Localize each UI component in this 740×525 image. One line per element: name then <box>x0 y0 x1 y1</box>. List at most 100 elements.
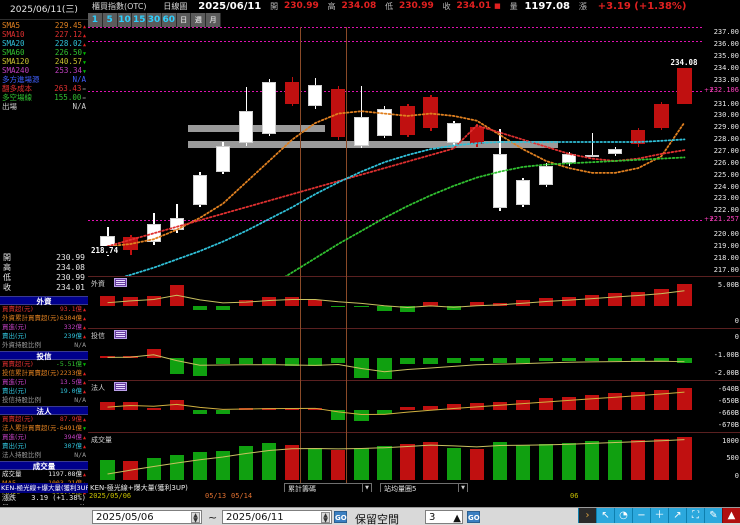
keep-space-input[interactable]: 3 ▲▼ <box>425 510 463 524</box>
ma-line <box>106 110 686 248</box>
subpanel-axis-3: 1000 500 0 <box>704 433 740 483</box>
panel-row: 投信累計買賣超(元) 2233億 <box>0 369 88 378</box>
date-tick-1: 05/13 <box>205 492 227 500</box>
timeframe-週[interactable]: 週 <box>191 13 207 27</box>
cursor-icon[interactable]: ↖ <box>596 508 614 523</box>
ma-name: SMA120 <box>2 57 30 66</box>
price-tick: 219.00 <box>713 241 739 250</box>
panel-row: 成交量 1197.08億 <box>0 470 88 479</box>
subpanel-ma-line <box>107 439 685 475</box>
timeframe-15[interactable]: 15 <box>132 13 148 27</box>
expand-icon[interactable]: › <box>578 508 596 523</box>
subpanel-bar <box>515 299 531 306</box>
subpanel-bar <box>238 357 254 365</box>
subpanel-bar <box>192 357 207 377</box>
subpanel-bar <box>585 295 600 306</box>
ma-name: SMA5 <box>2 21 21 30</box>
vol-label: 量 <box>509 2 518 11</box>
pencil-icon[interactable]: ✎ <box>704 508 722 523</box>
timeframe-30[interactable]: 30 <box>147 13 162 27</box>
subpanel-bar <box>261 443 277 480</box>
panel-row-value: 19.0億 <box>60 387 86 396</box>
panel-row-value: N/A <box>74 451 86 459</box>
subpanel-bar <box>515 357 531 363</box>
subpanel-bar <box>515 399 531 410</box>
period-label: 日線圖 <box>163 2 188 11</box>
subpanel-bar <box>331 409 346 421</box>
trend-icon[interactable]: ↗ <box>668 508 686 523</box>
ma-name: 多方進場源 <box>2 75 40 84</box>
panel-row-key: 賣出(元) <box>2 442 27 450</box>
plus-icon[interactable]: ＋ <box>650 508 668 523</box>
subpanel-bar <box>654 390 669 410</box>
ma-name: SMA60 <box>2 48 25 57</box>
panel-row-key: 成交量 <box>2 470 22 478</box>
minus-icon[interactable]: − <box>632 508 650 523</box>
subpanel-bar <box>608 357 623 361</box>
horizontal-level-line-top <box>88 41 704 43</box>
price-tick: 233.00 <box>713 75 739 84</box>
go-button[interactable]: GO <box>334 511 347 523</box>
chevron-down-icon-2[interactable]: ▼ <box>458 484 467 492</box>
chart-canvas[interactable]: 237.00 236.00 235.00 234.00 233.00 232.106 ++ 2… <box>88 27 740 483</box>
cursor-line-2[interactable] <box>346 27 347 483</box>
date-from-field[interactable]: 2025/05/06 ▲ ▼ <box>92 510 202 524</box>
ohlc-row-收: 收 234.01 <box>0 283 88 293</box>
timeframe-1[interactable]: 1 <box>88 13 103 27</box>
subpanel-bar <box>169 454 184 480</box>
subpanel-bar <box>631 439 646 480</box>
date-to-field[interactable]: 2025/06/11 ▲ ▼ <box>222 510 332 524</box>
ohlc-row-開: 開 230.99 <box>0 253 88 263</box>
subpanel-bar <box>538 357 554 361</box>
panel-row: 賣出(元) 239億 <box>0 332 88 341</box>
subpanel-bar <box>285 297 300 306</box>
price-tick: 231.00 <box>713 99 739 108</box>
subpanel-bar <box>446 305 461 311</box>
open-value: 230.99 <box>284 1 319 11</box>
ma-row-SMA10: SMA10 227.12 <box>0 30 88 39</box>
fullscreen-icon[interactable]: ⛶ <box>686 508 704 523</box>
subpanel-label-外資: 外資 <box>91 280 105 288</box>
price-tick: 226.00 <box>713 158 739 167</box>
panel-title: 法人 <box>0 406 88 416</box>
subpanel-bar <box>423 357 438 365</box>
chevron-down-icon[interactable]: ▼ <box>362 484 371 492</box>
subpanel-bar <box>377 305 392 312</box>
date-to-stepper[interactable]: ▲ ▼ <box>321 512 330 524</box>
price-tick: 232.106 <box>709 86 739 95</box>
quote-header: 櫃買指數(OTC) 日線圖 2025/06/11 開 230.99 高 234.… <box>88 0 740 13</box>
go-button-2[interactable]: GO <box>467 511 480 523</box>
subpanel-label-成交量: 成交量 <box>91 436 112 444</box>
timeframe-60[interactable]: 60 <box>161 13 177 27</box>
ma-line <box>106 124 686 248</box>
price-tick: 235.00 <box>713 52 739 61</box>
timeframe-月[interactable]: 月 <box>206 13 222 27</box>
subpanel-tick: 500 <box>726 454 739 462</box>
alarm-icon[interactable]: ▲ <box>722 508 740 523</box>
start-date-label: 2025/05/06 <box>89 492 132 500</box>
timeframe-5[interactable]: 5 <box>102 13 118 27</box>
subpanel-bar <box>331 449 346 480</box>
tool-icon-bar: › ↖ ◔ − ＋ ↗ ⛶ ✎ ▲ <box>578 508 740 523</box>
panel-row-value: 93.1億 <box>60 305 86 314</box>
subpanel-bar <box>100 401 115 410</box>
quote-date: 2025/06/11 <box>198 1 262 12</box>
clock-icon[interactable]: ◔ <box>614 508 632 523</box>
candle-body <box>285 81 300 105</box>
chart-pane-1: 5.00B 0 外資 <box>88 276 740 328</box>
subpanel-label-投信: 投信 <box>91 332 105 340</box>
panel-row-key: 買賣超(元) <box>2 360 34 368</box>
keep-space-stepper[interactable]: ▲▼ <box>453 513 461 524</box>
subpanel-bar <box>585 441 600 480</box>
subpanel-bar <box>654 438 669 480</box>
date-from-stepper[interactable]: ▲ ▼ <box>191 512 200 524</box>
timeframe-日[interactable]: 日 <box>176 13 192 27</box>
cursor-line-1[interactable] <box>300 27 301 483</box>
timeframe-10[interactable]: 10 <box>117 13 133 27</box>
ma-value: 240.57 <box>55 57 86 66</box>
ma-value: 263.43 <box>54 84 86 93</box>
panel-row-value: -5.51億 <box>56 360 86 369</box>
subpanel-axis-1: 0 -1.00B -2.00B <box>704 329 740 380</box>
panel-row: 買進(元) 394億 <box>0 433 88 442</box>
